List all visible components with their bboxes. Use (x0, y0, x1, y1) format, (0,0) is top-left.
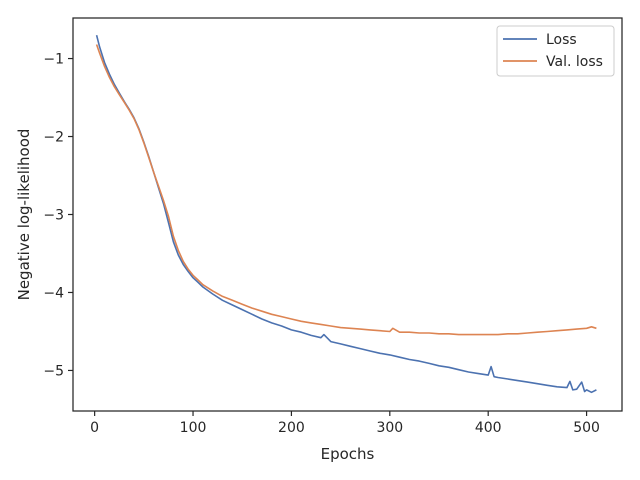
x-tick-label: 0 (90, 420, 99, 436)
x-tick-label: 300 (376, 420, 403, 436)
legend-label-loss: Loss (546, 32, 577, 48)
x-axis-label: Epochs (321, 445, 375, 463)
series-layer (95, 35, 597, 394)
y-tick-label: −4 (43, 285, 64, 301)
x-tick-label: 400 (475, 420, 502, 436)
x-axis: 0 100 200 300 400 500 (90, 411, 600, 436)
series-line-val-loss (95, 44, 597, 336)
y-tick-label: −2 (43, 130, 64, 146)
y-tick-label: −5 (43, 363, 64, 379)
x-tick-label: 100 (180, 420, 207, 436)
x-tick-label: 500 (573, 420, 600, 436)
y-tick-label: −3 (43, 208, 64, 224)
legend: Loss Val. loss (496, 25, 615, 77)
y-axis-label: Negative log-likelihood (15, 129, 33, 301)
legend-label-val-loss: Val. loss (546, 54, 603, 70)
y-tick-label: −1 (43, 52, 64, 68)
y-axis: −1 −2 −3 −4 −5 (43, 52, 73, 379)
x-tick-label: 200 (278, 420, 305, 436)
